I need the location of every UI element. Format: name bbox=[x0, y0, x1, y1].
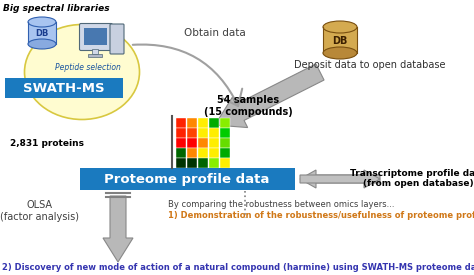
Text: Transcriptome profile data
(from open database): Transcriptome profile data (from open da… bbox=[350, 169, 474, 188]
Ellipse shape bbox=[25, 24, 139, 120]
Polygon shape bbox=[300, 170, 380, 188]
Text: OLSA
(factor analysis): OLSA (factor analysis) bbox=[0, 200, 80, 222]
Text: Proteome profile data: Proteome profile data bbox=[104, 172, 270, 186]
Text: By comparing the robustness between omics layers...: By comparing the robustness between omic… bbox=[168, 200, 394, 209]
Ellipse shape bbox=[28, 39, 56, 49]
Bar bbox=[220, 138, 230, 147]
Bar bbox=[28, 22, 56, 44]
Bar bbox=[176, 158, 186, 167]
Bar bbox=[187, 138, 198, 147]
Text: 2) Discovery of new mode of action of a natural compound (harmine) using SWATH-M: 2) Discovery of new mode of action of a … bbox=[2, 263, 474, 272]
FancyArrowPatch shape bbox=[133, 45, 242, 106]
Ellipse shape bbox=[323, 47, 357, 59]
Bar bbox=[88, 54, 102, 56]
Bar bbox=[176, 128, 186, 138]
Ellipse shape bbox=[28, 17, 56, 27]
Text: Peptide selection: Peptide selection bbox=[55, 63, 121, 72]
Bar bbox=[209, 128, 219, 138]
Text: 54 samples
(15 compounds): 54 samples (15 compounds) bbox=[204, 95, 292, 117]
Bar bbox=[84, 28, 107, 45]
Bar bbox=[176, 148, 186, 158]
Bar bbox=[198, 158, 209, 167]
Text: Deposit data to open database: Deposit data to open database bbox=[294, 60, 446, 70]
Text: DB: DB bbox=[332, 36, 348, 46]
Bar bbox=[198, 148, 209, 158]
FancyBboxPatch shape bbox=[5, 78, 123, 98]
Polygon shape bbox=[300, 170, 380, 188]
Polygon shape bbox=[215, 64, 324, 128]
Bar bbox=[209, 148, 219, 158]
Text: 2,831 proteins: 2,831 proteins bbox=[10, 139, 84, 147]
Bar bbox=[220, 158, 230, 167]
Bar bbox=[198, 138, 209, 147]
Text: SWATH-MS: SWATH-MS bbox=[23, 81, 105, 95]
Text: 1) Demonstration of the robustness/usefulness of proteome profile data: 1) Demonstration of the robustness/usefu… bbox=[168, 211, 474, 220]
Bar bbox=[187, 148, 198, 158]
Bar bbox=[198, 118, 209, 128]
Bar bbox=[220, 128, 230, 138]
Bar bbox=[187, 118, 198, 128]
Bar bbox=[187, 158, 198, 167]
Bar bbox=[220, 118, 230, 128]
Text: DB: DB bbox=[35, 29, 49, 39]
FancyBboxPatch shape bbox=[80, 168, 295, 190]
FancyBboxPatch shape bbox=[110, 24, 124, 54]
Text: Big spectral libraries: Big spectral libraries bbox=[3, 4, 109, 13]
Bar bbox=[198, 128, 209, 138]
Bar bbox=[187, 128, 198, 138]
Bar bbox=[176, 138, 186, 147]
Bar bbox=[92, 49, 98, 54]
FancyBboxPatch shape bbox=[80, 23, 112, 51]
Bar bbox=[176, 118, 186, 128]
Bar bbox=[323, 27, 357, 53]
Bar bbox=[209, 118, 219, 128]
Text: Obtain data: Obtain data bbox=[184, 28, 246, 38]
Bar bbox=[220, 148, 230, 158]
Bar bbox=[209, 138, 219, 147]
Ellipse shape bbox=[323, 21, 357, 33]
Polygon shape bbox=[103, 196, 133, 262]
Bar bbox=[209, 158, 219, 167]
